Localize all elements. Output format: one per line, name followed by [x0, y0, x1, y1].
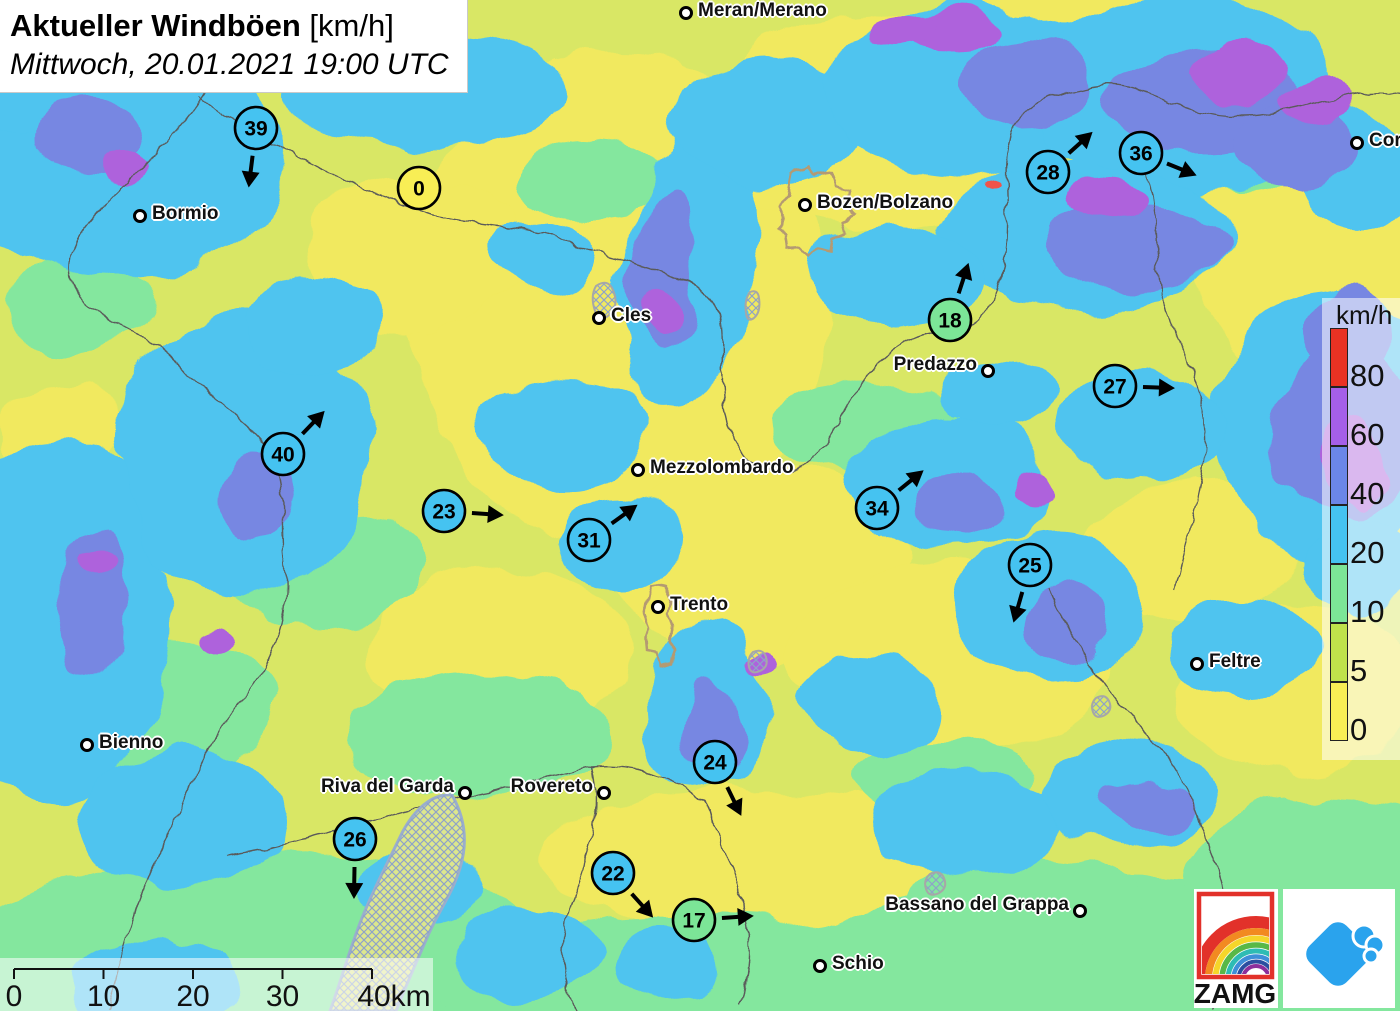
city-dot: [1190, 657, 1204, 671]
legend-tick-label: 20: [1350, 535, 1385, 570]
city-label: Bozen/Bolzano: [817, 192, 954, 213]
city-label: Meran/Merano: [698, 0, 827, 21]
city-dot: [813, 959, 827, 973]
city-label: Trento: [670, 594, 729, 615]
legend-unit-label: km/h: [1336, 300, 1393, 330]
map-title-unit: [km/h]: [300, 8, 394, 43]
legend-color-40: [1330, 446, 1348, 505]
city-dot: [1350, 136, 1364, 150]
city-boundaries: [643, 164, 855, 667]
legend-color-10: [1330, 564, 1348, 623]
city-dot: [981, 364, 995, 378]
mountain-cloud-logo[interactable]: [1283, 889, 1395, 1008]
legend-color-20: [1330, 505, 1348, 564]
city-label: Rovereto: [510, 776, 593, 797]
legend-tick-label: 40: [1350, 476, 1385, 511]
map-title-main: Aktueller Windböen: [10, 8, 301, 43]
city-label: Riva del Garda: [320, 776, 454, 797]
scale-bar-label: 0: [6, 980, 23, 1011]
city-dot: [133, 209, 147, 223]
city-label: Schio: [832, 953, 884, 974]
map-title-box: Aktueller Windböen [km/h] Mittwoch, 20.0…: [0, 0, 468, 94]
mountain-cloud-icon: [1283, 889, 1395, 1008]
city-dot: [597, 786, 611, 800]
city-label: Bormio: [152, 203, 219, 224]
city-dot: [1073, 904, 1087, 918]
legend-tick-label: 80: [1350, 358, 1385, 393]
city-dot: [80, 738, 94, 752]
scale-bar-label: 30: [266, 980, 299, 1011]
legend-tick-label: 10: [1350, 594, 1385, 629]
city-label: Cles: [611, 305, 652, 326]
map-subtitle: Mittwoch, 20.01.2021 19:00 UTC: [10, 47, 449, 81]
city-dot: [651, 600, 665, 614]
city-label: Mezzolombardo: [650, 457, 794, 478]
city-dot: [458, 786, 472, 800]
city-dot: [631, 463, 645, 477]
legend-tick-label: 5: [1350, 653, 1368, 688]
legend-color-60: [1330, 387, 1348, 446]
zamg-logo-text: ZAMG: [1194, 978, 1276, 1008]
scale-bar-graphic: 0 10 20 30 40km: [6, 968, 431, 1011]
wind-speed-legend: km/h 80 60 40 20 10 5 0: [1322, 298, 1400, 760]
legend-color-5: [1330, 623, 1348, 682]
legend-tick-label: 60: [1350, 417, 1385, 452]
small-lakes: [591, 281, 1112, 896]
map-title: Aktueller Windböen [km/h]: [10, 7, 449, 46]
scale-bar-end-label: 40km: [357, 980, 430, 1011]
city-label: Bassano del Grappa: [885, 894, 1069, 915]
city-label: Corti: [1369, 130, 1400, 151]
city-label: Predazzo: [893, 354, 977, 375]
city-dot: [679, 6, 693, 20]
zamg-logo[interactable]: ZAMG: [1194, 889, 1278, 1008]
legend-color-80: [1330, 328, 1348, 387]
city-label: Feltre: [1209, 651, 1261, 672]
city-dot: [798, 198, 812, 212]
map-scale-bar: 0 10 20 30 40km: [0, 958, 433, 1011]
city-label: Bienno: [99, 732, 164, 753]
scale-bar-label: 20: [176, 980, 209, 1011]
legend-tick-label: 0: [1350, 712, 1368, 747]
city-dot: [592, 311, 606, 325]
scale-bar-label: 10: [87, 980, 120, 1011]
legend-color-0: [1330, 682, 1348, 741]
zamg-rainbow-icon: ZAMG: [1194, 889, 1278, 1008]
